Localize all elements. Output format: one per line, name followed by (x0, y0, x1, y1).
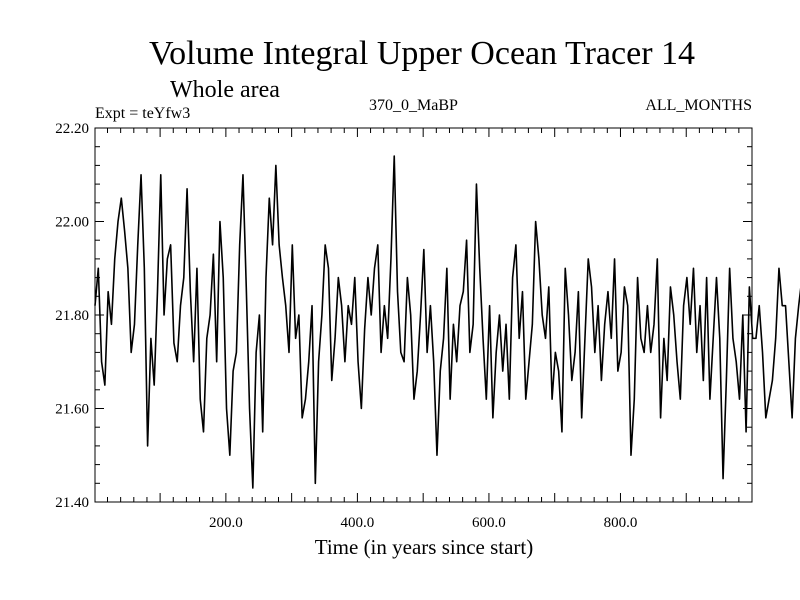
chart-subtitle: Whole area (170, 77, 280, 103)
plot-frame (94, 127, 753, 503)
axis-tick-labels: 200.0 400.0 600.0 800.0 21.40 21.60 21.80 22.00… (55, 121, 637, 531)
x-axis-label: Time (in years since start) (315, 535, 534, 559)
x-tick-label: 200.0 (209, 515, 243, 531)
series-line (94, 155, 800, 489)
y-tick-label: 21.60 (55, 402, 89, 418)
x-tick-label: 800.0 (604, 515, 638, 531)
y-tick-label: 22.20 (55, 121, 89, 137)
x-tick-label: 600.0 (472, 515, 506, 531)
chart-title: Volume Integral Upper Ocean Tracer 14 (149, 35, 695, 72)
series-layer (94, 155, 800, 489)
y-tick-label: 21.40 (55, 495, 89, 511)
expt-label: Expt = teYfw3 (95, 105, 190, 122)
months-label: ALL_MONTHS (645, 97, 752, 114)
x-tick-label: 400.0 (341, 515, 375, 531)
axis-ticks (95, 128, 752, 502)
run-label: 370_0_MaBP (369, 97, 458, 114)
y-tick-label: 21.80 (55, 308, 89, 324)
y-tick-label: 22.00 (55, 215, 89, 231)
